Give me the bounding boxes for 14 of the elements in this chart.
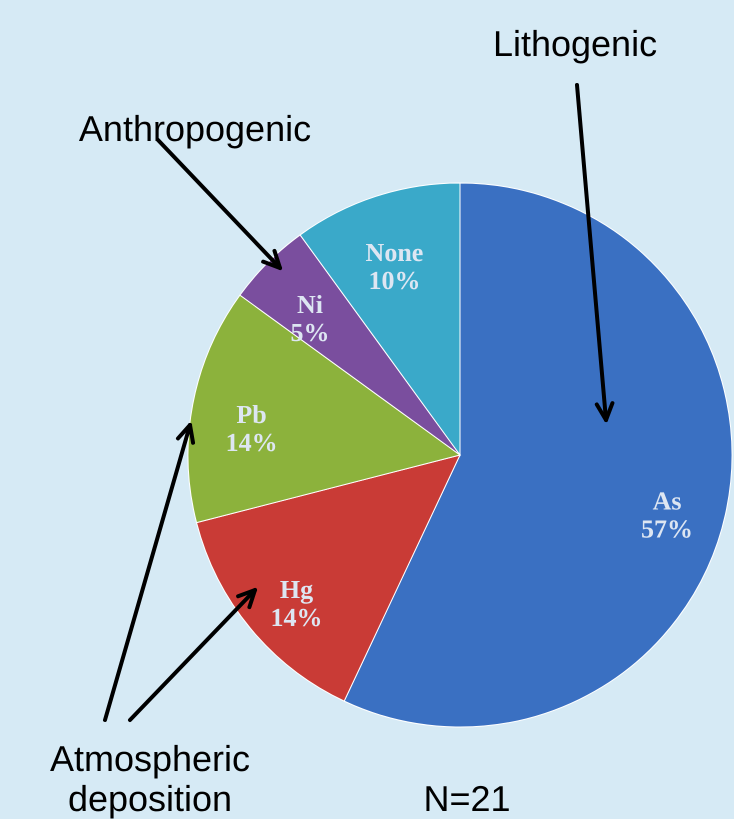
data-label: 57%	[641, 514, 694, 544]
data-label: 14%	[226, 428, 278, 458]
slice-label: Pb	[236, 400, 267, 430]
text: N=21	[423, 778, 511, 819]
data-label: 5%	[290, 318, 330, 347]
text: Lithogenic	[492, 23, 658, 64]
data-label: 10%	[368, 266, 420, 296]
data-label: 14%	[270, 603, 323, 632]
slice-label: None	[366, 238, 424, 268]
slice-label: As	[652, 486, 682, 516]
text: Anthropogenic	[78, 108, 312, 149]
slice-label: Hg	[280, 575, 314, 604]
text: Atmospheric deposition	[50, 738, 250, 819]
slice-label: Ni	[296, 290, 323, 319]
